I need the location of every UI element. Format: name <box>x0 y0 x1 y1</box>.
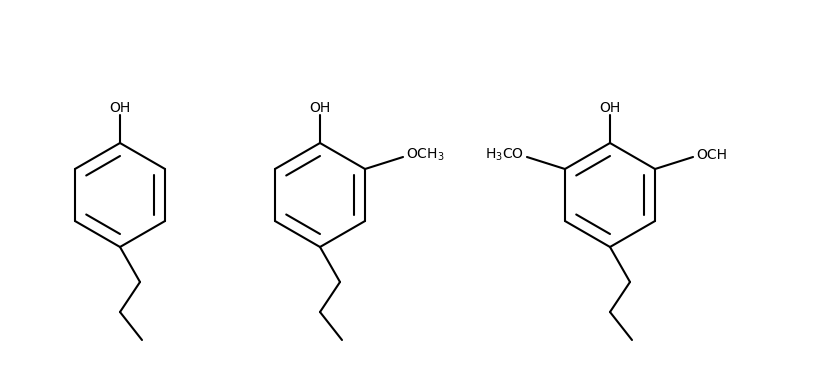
Text: OCH$_3$: OCH$_3$ <box>406 147 445 163</box>
Text: H$_3$CO: H$_3$CO <box>485 147 524 163</box>
Text: OH: OH <box>110 101 131 115</box>
Text: OH: OH <box>599 101 620 115</box>
Text: OH: OH <box>309 101 330 115</box>
Text: OCH: OCH <box>696 148 727 162</box>
